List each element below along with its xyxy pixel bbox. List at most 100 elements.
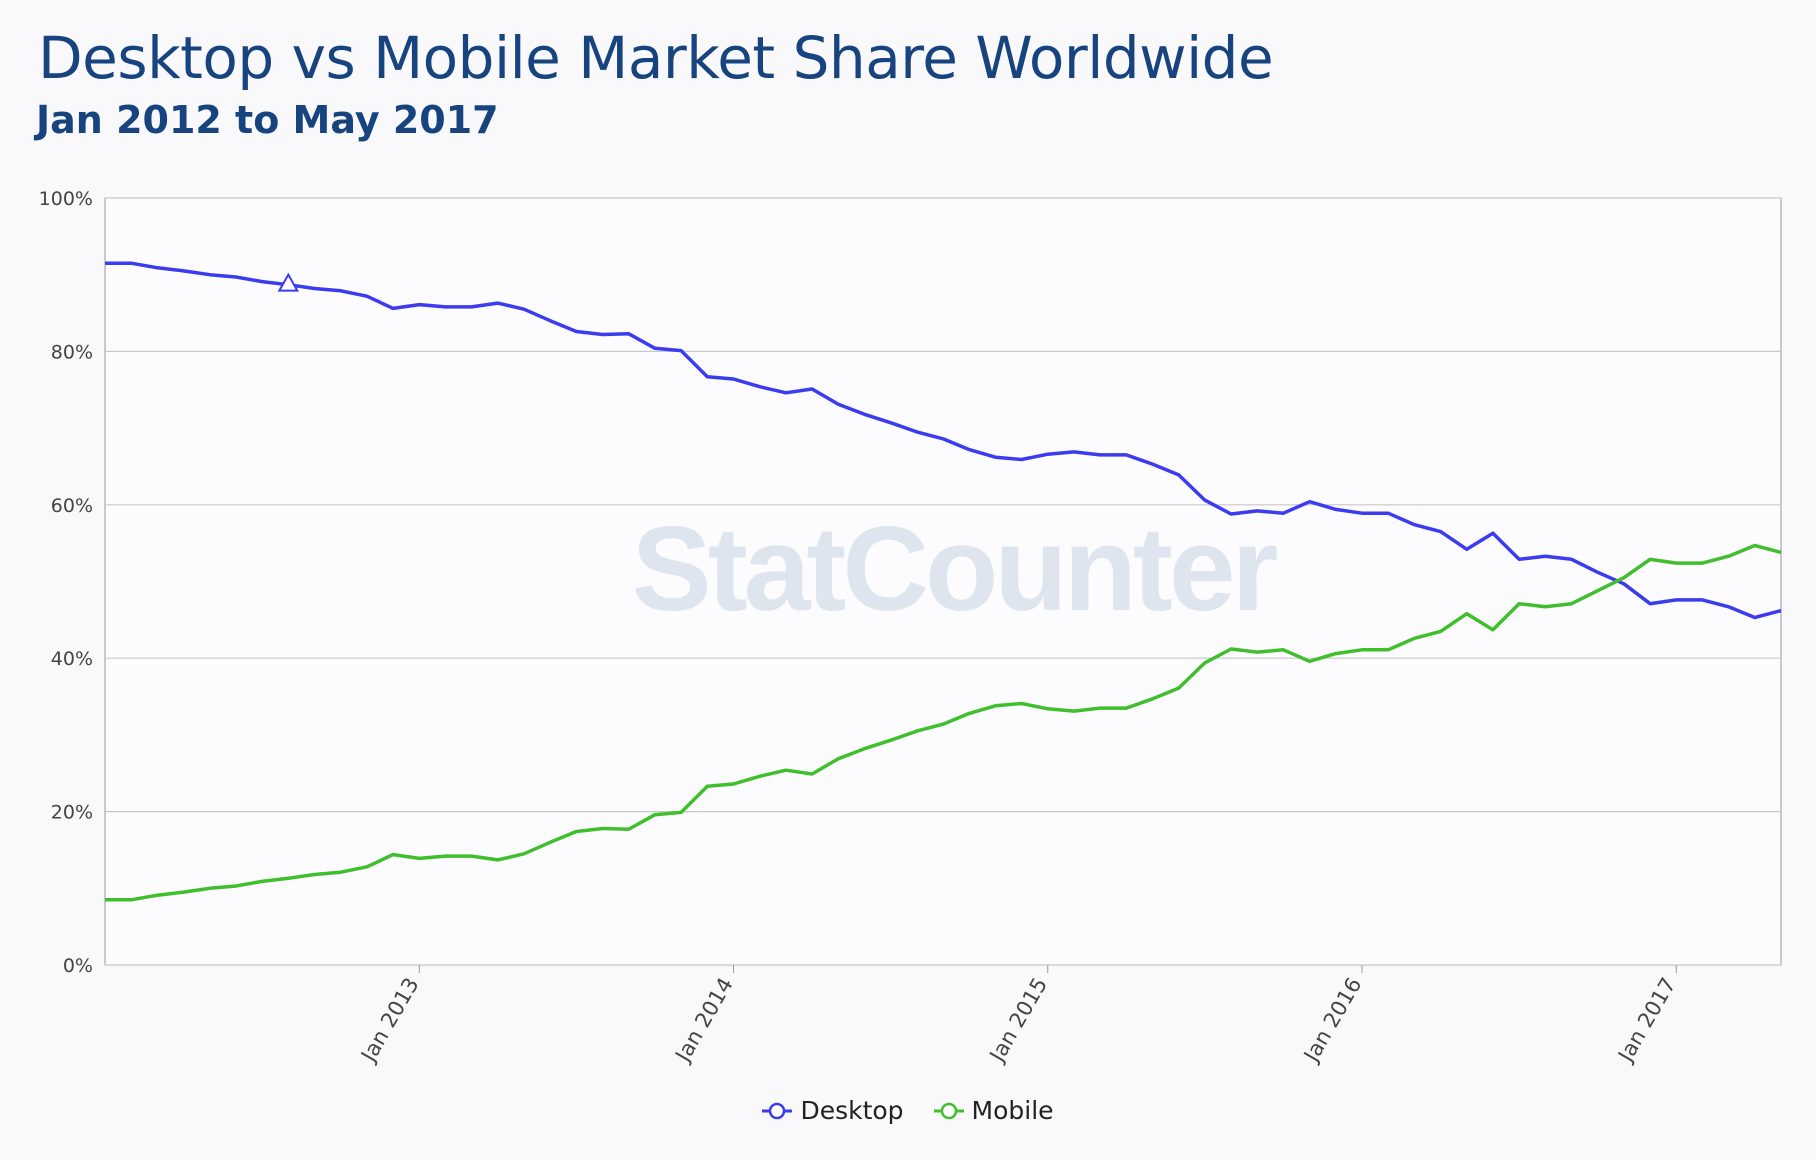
mobile-data-point	[1464, 611, 1470, 617]
x-tick-label: Jan 2016	[1298, 974, 1366, 1068]
mobile-data-point	[102, 897, 108, 903]
y-tick-label: 20%	[51, 802, 93, 824]
chart-title: Desktop vs Mobile Market Share Worldwide	[38, 24, 1274, 92]
desktop-data-point	[1359, 510, 1365, 516]
desktop-series-line	[105, 261, 1782, 620]
mobile-data-point	[1621, 575, 1627, 581]
desktop-data-point	[547, 318, 553, 324]
mobile-data-point	[285, 875, 291, 881]
desktop-data-point	[469, 304, 475, 310]
mobile-data-point	[1490, 627, 1496, 633]
legend-item-desktop[interactable]: Desktop	[762, 1096, 904, 1125]
desktop-data-point	[1333, 506, 1339, 512]
desktop-data-point	[312, 286, 318, 292]
mobile-data-point	[390, 852, 396, 858]
mobile-data-point	[338, 869, 344, 875]
desktop-data-point	[861, 411, 867, 417]
mobile-data-point	[1097, 705, 1103, 711]
desktop-data-point	[1542, 553, 1548, 559]
mobile-data-point	[1333, 651, 1339, 657]
desktop-data-point	[1150, 461, 1156, 467]
desktop-data-point	[757, 384, 763, 390]
desktop-data-point	[809, 386, 815, 392]
mobile-data-point	[966, 710, 972, 716]
mobile-data-point	[1438, 628, 1444, 634]
mobile-legend-icon	[933, 1102, 964, 1119]
x-tick-label: Jan 2014	[670, 974, 738, 1068]
desktop-data-point	[1595, 569, 1601, 575]
desktop-data-point	[1516, 556, 1522, 562]
desktop-data-point	[652, 345, 658, 351]
desktop-data-point	[1097, 452, 1103, 458]
desktop-data-point	[966, 447, 972, 453]
mobile-data-point	[181, 889, 187, 895]
desktop-data-point	[1411, 522, 1417, 528]
mobile-data-point	[1516, 601, 1522, 607]
plot-area	[104, 197, 1782, 966]
desktop-data-point	[1202, 497, 1208, 503]
mobile-data-point	[992, 703, 998, 709]
desktop-legend-icon	[762, 1102, 793, 1119]
y-tick-label: 80%	[51, 341, 93, 363]
desktop-data-point	[233, 274, 239, 280]
mobile-data-point	[1176, 685, 1182, 691]
x-tick-label: Jan 2015	[984, 974, 1052, 1068]
desktop-data-point	[181, 268, 187, 274]
mobile-data-point	[1202, 660, 1208, 666]
chart-subtitle: Jan 2012 to May 2017	[36, 98, 499, 142]
desktop-data-point	[154, 265, 160, 271]
desktop-data-point	[128, 260, 134, 266]
line-chart: StatCounter 0% 20% 40% 60% 80% 100% Jan 2013 Jan…	[39, 188, 1782, 1068]
desktop-data-point	[940, 436, 946, 442]
mobile-data-point	[1359, 647, 1365, 653]
desktop-data-point	[678, 348, 684, 354]
desktop-data-point	[390, 305, 396, 311]
mobile-data-point	[154, 892, 160, 898]
desktop-data-point	[338, 288, 344, 294]
legend-item-mobile[interactable]: Mobile	[933, 1096, 1054, 1125]
mobile-data-point	[940, 721, 946, 727]
mobile-data-point	[1673, 560, 1679, 566]
desktop-data-point	[1045, 451, 1051, 457]
y-tick-label: 60%	[51, 495, 93, 517]
mobile-data-point	[652, 812, 658, 818]
mobile-data-point	[312, 871, 318, 877]
mobile-data-point	[835, 756, 841, 762]
mobile-data-point	[207, 885, 213, 891]
mobile-data-point	[495, 857, 501, 863]
mobile-data-point	[1254, 649, 1260, 655]
y-tick-label: 0%	[63, 955, 93, 977]
mobile-data-point	[809, 771, 815, 777]
desktop-data-point	[573, 328, 579, 334]
desktop-data-point	[416, 302, 422, 308]
desktop-data-point	[1647, 601, 1653, 607]
mobile-data-point	[1385, 647, 1391, 653]
desktop-data-point	[1385, 510, 1391, 516]
mobile-data-point	[1307, 658, 1313, 664]
mobile-data-point	[233, 883, 239, 889]
desktop-data-point	[1752, 615, 1758, 621]
desktop-data-point	[1176, 472, 1182, 478]
desktop-data-point	[835, 401, 841, 407]
desktop-data-point	[102, 260, 108, 266]
desktop-data-point	[626, 331, 632, 337]
mobile-data-point	[1726, 553, 1732, 559]
desktop-data-point	[495, 300, 501, 306]
mobile-data-point	[442, 853, 448, 859]
mobile-data-point	[678, 809, 684, 815]
desktop-data-point	[1438, 529, 1444, 535]
mobile-series-line	[105, 543, 1782, 902]
desktop-data-point	[1071, 449, 1077, 455]
mobile-data-point	[757, 773, 763, 779]
mobile-data-point	[1569, 601, 1575, 607]
desktop-data-point	[783, 390, 789, 396]
legend: Desktop Mobile	[0, 1096, 1816, 1125]
desktop-data-point	[600, 332, 606, 338]
desktop-data-point	[1280, 510, 1286, 516]
desktop-data-point	[731, 376, 737, 382]
desktop-data-point	[1726, 604, 1732, 610]
watermark-logo: StatCounter	[632, 502, 1277, 636]
mobile-data-point	[364, 864, 370, 870]
mobile-data-point	[259, 878, 265, 884]
mobile-data-point	[1647, 556, 1653, 562]
